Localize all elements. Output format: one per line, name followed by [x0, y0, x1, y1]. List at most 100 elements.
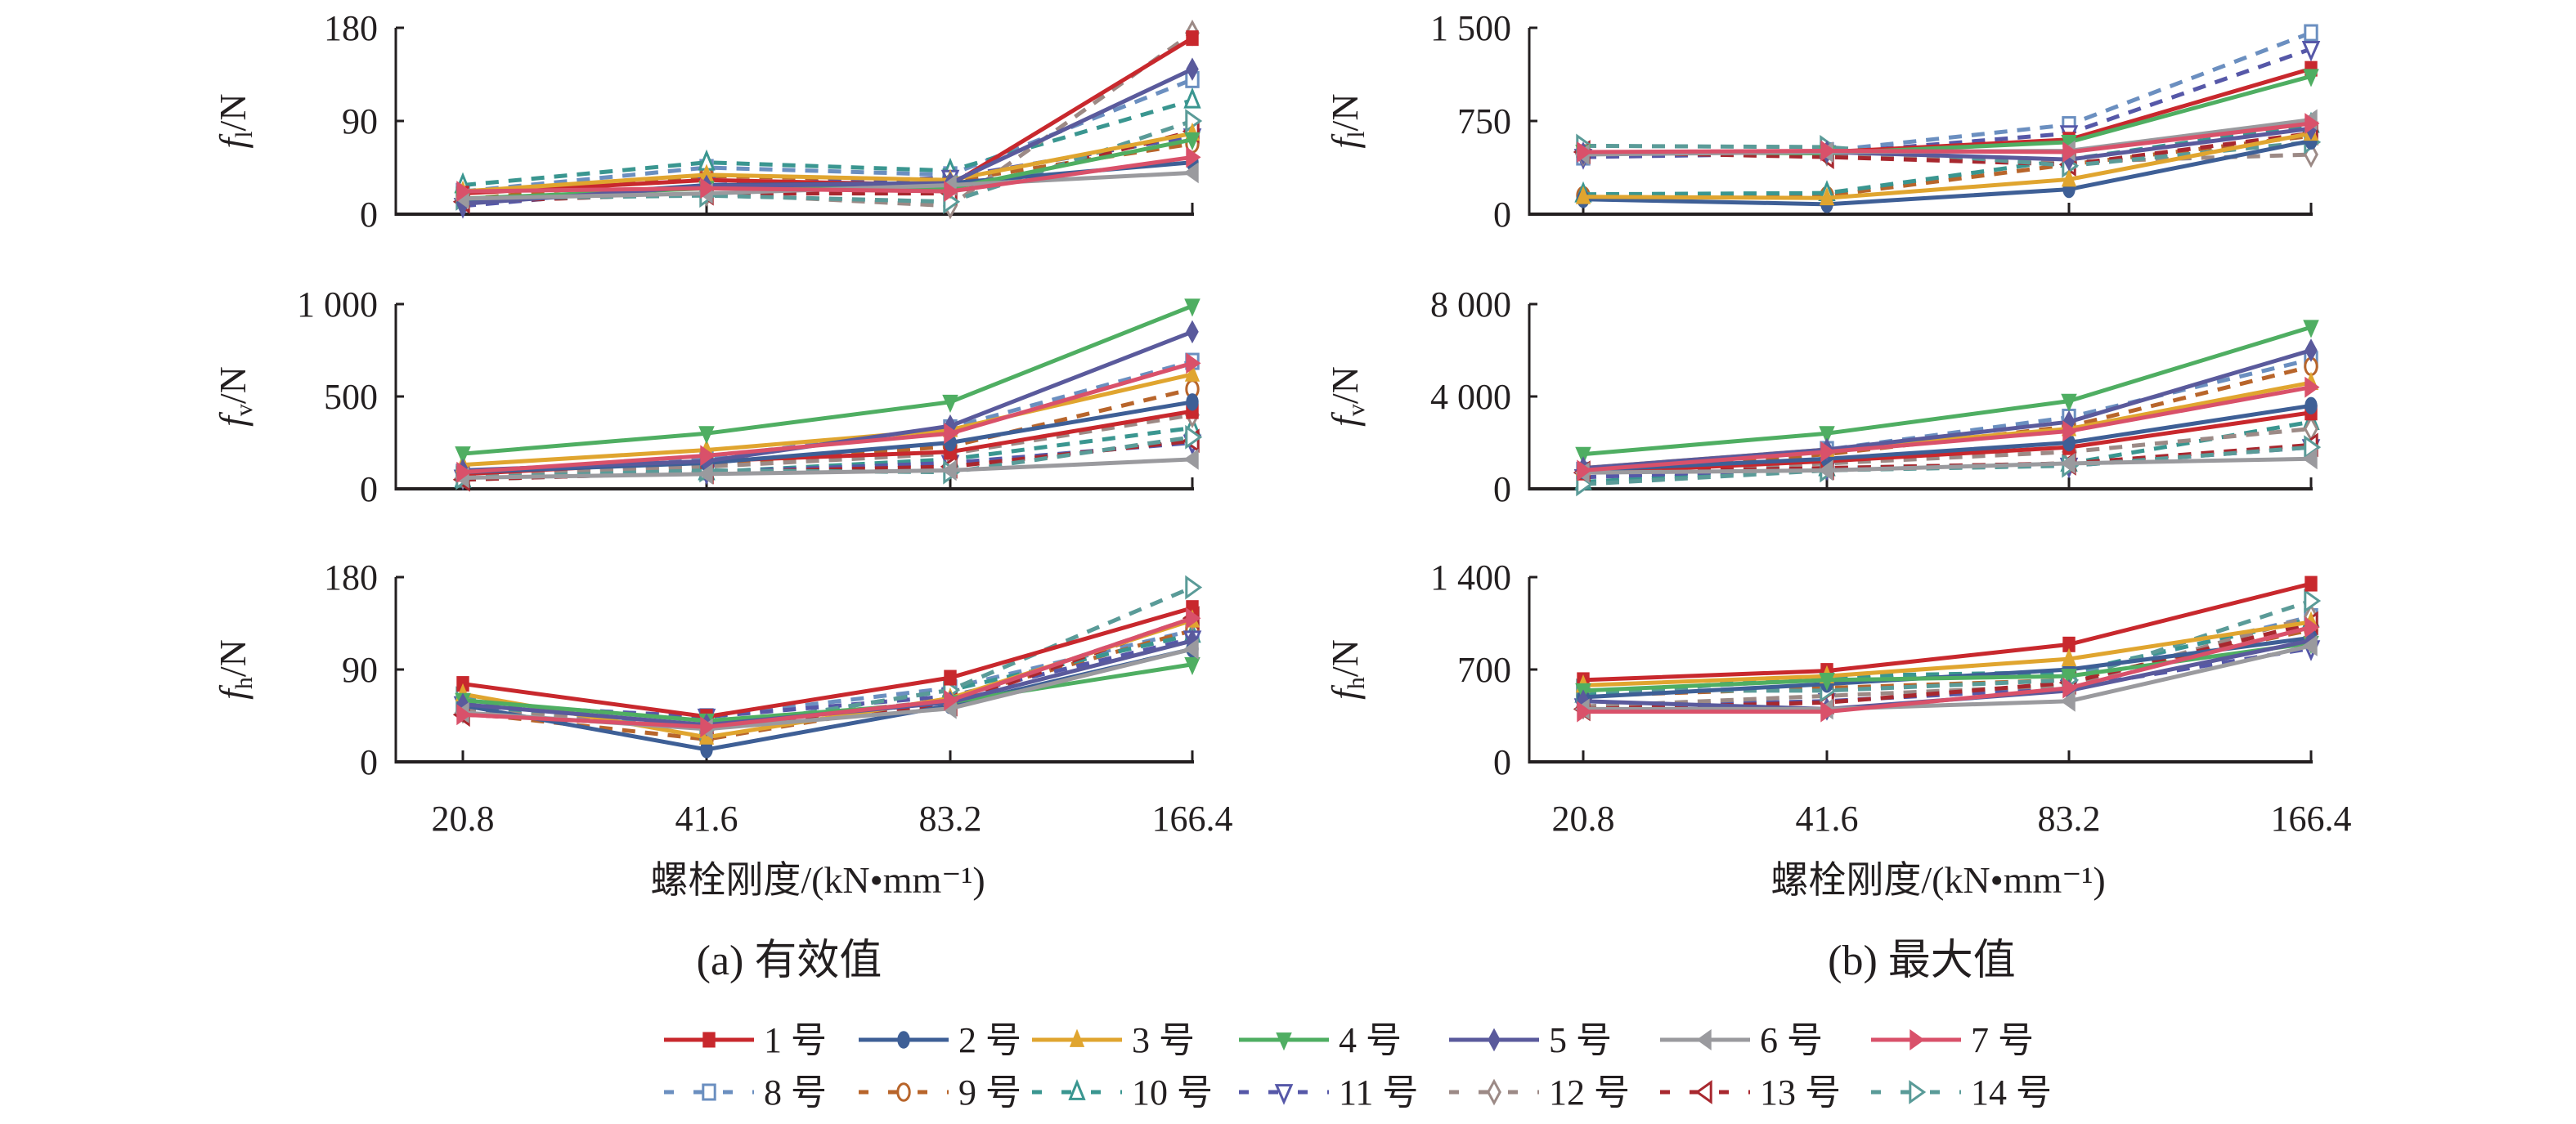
- legend: 1 号 2 号 3 号 4 号 5 号 6 号 7 号 8 号 9 号 10 号 11 号 12 号 1…: [664, 1020, 2052, 1113]
- subtitle-b: (b) 最大值: [1828, 938, 2016, 984]
- data-point: [2062, 420, 2078, 442]
- series-4: [1575, 320, 2319, 465]
- series-line: [462, 372, 1193, 468]
- series-line: [1582, 403, 2312, 472]
- legend-item-9: 9 号: [859, 1073, 1021, 1113]
- data-point: [1577, 141, 1592, 163]
- data-point: [1577, 459, 1592, 481]
- panel-b-fh: 0 700 1 400 fh/N 20.8 41.6 83.2 166.4: [1324, 558, 2352, 839]
- y-tick-label: 180: [324, 8, 378, 48]
- panel-a-fh: 0 90 180 fh/N 20.8 41.6 83.2 166.4: [212, 558, 1233, 839]
- data-point: [2302, 448, 2318, 470]
- data-point: [2061, 168, 2077, 187]
- data-point: [455, 446, 471, 465]
- data-point: [1819, 673, 1835, 692]
- legend-item-2: 2 号: [859, 1020, 1021, 1060]
- series-line: [1582, 581, 2312, 683]
- series-line: [462, 628, 1193, 741]
- data-point: [2304, 24, 2318, 42]
- y-axis-title-unit: /N: [1324, 366, 1366, 404]
- data-point: [1183, 162, 1199, 184]
- panel-b-fl: 0 750 1 500 fl/N: [1324, 8, 2322, 235]
- y-axis-title-subscript: v: [1343, 404, 1370, 416]
- x-tick-label: 41.6: [1796, 799, 1859, 839]
- data-point: [1818, 459, 1833, 481]
- data-point: [2304, 376, 2320, 398]
- legend-label: 14 号: [1971, 1073, 2052, 1113]
- legend-item-7: 7 号: [1871, 1020, 2034, 1060]
- y-tick-label: 500: [324, 377, 378, 417]
- legend-marker: [1909, 1080, 1927, 1104]
- data-point: [2061, 669, 2077, 687]
- series-line: [1582, 121, 2312, 154]
- panels-group: 0 90 180 fl/N 0 500 1 000 fv/N 0 90 180 fh/N 20.8 41.…: [212, 8, 2352, 839]
- subtitle-a: (a) 有效值: [697, 938, 882, 984]
- series-7: [456, 607, 1201, 738]
- y-tick-label: 0: [360, 742, 378, 782]
- data-point: [1186, 57, 1199, 81]
- data-point: [2302, 634, 2318, 656]
- legend-marker: [1274, 1084, 1294, 1105]
- x-tick-label: 83.2: [919, 799, 982, 839]
- data-point: [1820, 701, 1836, 723]
- y-tick-label: 1 500: [1430, 8, 1511, 48]
- data-point: [1575, 446, 1591, 465]
- series-line: [1582, 131, 2312, 200]
- series-6: [454, 448, 1199, 489]
- x-tick-label: 41.6: [675, 799, 738, 839]
- data-point: [1183, 638, 1199, 660]
- y-tick-label: 1 400: [1430, 558, 1511, 598]
- data-point: [700, 445, 716, 467]
- data-point: [2060, 452, 2076, 474]
- y-axis-title-subscript: h: [1343, 677, 1370, 689]
- series-line: [462, 98, 1193, 188]
- y-axis-title-unit: /N: [1324, 93, 1366, 131]
- legend-marker: [897, 1031, 910, 1049]
- data-point: [1185, 424, 1203, 450]
- data-point: [2304, 396, 2318, 414]
- data-point: [1184, 363, 1200, 382]
- series-4: [455, 298, 1200, 465]
- data-point: [1185, 575, 1203, 600]
- legend-label: 10 号: [1132, 1073, 1213, 1113]
- data-point: [2304, 589, 2322, 613]
- legend-label: 4 号: [1339, 1020, 1402, 1060]
- x-tick-label: 166.4: [2271, 799, 2352, 839]
- data-point: [1819, 426, 1835, 445]
- legend-marker: [702, 1083, 716, 1101]
- x-tick-label: 20.8: [432, 799, 495, 839]
- data-point: [2061, 647, 2077, 666]
- data-point: [700, 177, 716, 199]
- data-point: [2062, 677, 2078, 699]
- legend-item-5: 5 号: [1449, 1020, 1612, 1060]
- legend-label: 12 号: [1549, 1073, 1630, 1113]
- data-point: [1819, 186, 1835, 206]
- series-line: [1582, 140, 2312, 168]
- series-line: [462, 413, 1193, 478]
- series-line: [462, 457, 1193, 480]
- legend-marker: [896, 1082, 911, 1102]
- series-line: [1582, 410, 2312, 475]
- data-point: [2304, 575, 2318, 592]
- series-line: [1583, 625, 2312, 714]
- y-axis-title: fh/N: [212, 639, 258, 700]
- data-point: [1186, 146, 1201, 168]
- legend-item-10: 10 号: [1032, 1073, 1213, 1113]
- panel-a-fl: 0 90 180 fl/N: [212, 8, 1203, 235]
- data-point: [2060, 690, 2076, 712]
- legend-label: 7 号: [1971, 1020, 2034, 1060]
- y-tick-label: 90: [342, 650, 378, 690]
- y-tick-label: 700: [1457, 650, 1511, 690]
- series-7: [1577, 616, 2320, 723]
- data-point: [942, 394, 958, 414]
- y-tick-label: 4 000: [1430, 377, 1511, 417]
- data-point: [944, 689, 959, 711]
- series-1: [456, 30, 1199, 202]
- y-axis-title-unit: /N: [212, 93, 254, 131]
- y-axis-title: fv/N: [212, 366, 258, 427]
- legend-item-8: 8 号: [664, 1073, 827, 1113]
- data-point: [1183, 87, 1201, 109]
- legend-item-14: 14 号: [1871, 1073, 2052, 1113]
- x-tick-label: 83.2: [2038, 799, 2101, 839]
- series-line: [1582, 123, 2312, 197]
